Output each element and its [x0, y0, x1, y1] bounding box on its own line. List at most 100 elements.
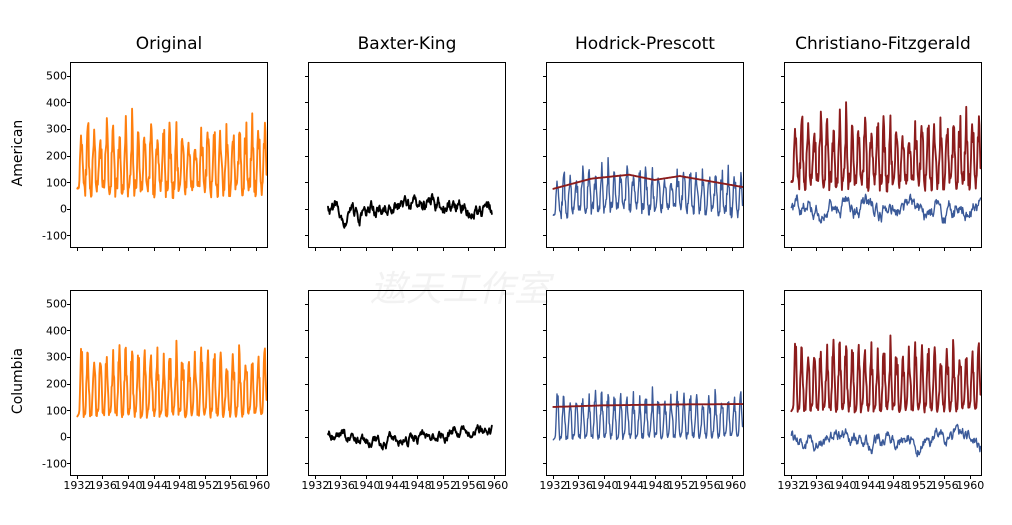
ytick-label: 200 [46, 378, 71, 391]
xtick-mark [893, 247, 894, 251]
xtick-label: 1948 [880, 475, 908, 492]
xtick-mark [443, 247, 444, 251]
ytick-label: 500 [46, 298, 71, 311]
column-title: Hodrick-Prescott [545, 34, 745, 54]
xtick-mark [315, 247, 316, 251]
xtick-mark [681, 247, 682, 251]
xtick-label: 1940 [114, 475, 142, 492]
row-label: American [10, 103, 26, 203]
xtick-label: 1940 [352, 475, 380, 492]
column-title: Baxter-King [307, 34, 507, 54]
xtick-label: 1932 [777, 475, 805, 492]
xtick-mark [630, 247, 631, 251]
panel-r0-c2 [546, 62, 744, 248]
plot-svg [309, 63, 505, 247]
xtick-mark [604, 247, 605, 251]
xtick-mark [417, 247, 418, 251]
xtick-mark [791, 247, 792, 251]
xtick-label: 1936 [565, 475, 593, 492]
xtick-label: 1952 [429, 475, 457, 492]
xtick-label: 1944 [140, 475, 168, 492]
xtick-label: 1960 [718, 475, 746, 492]
xtick-label: 1960 [480, 475, 508, 492]
xtick-mark [230, 247, 231, 251]
panel-r0-c3 [784, 62, 982, 248]
ytick-label: 500 [46, 70, 71, 83]
plot-svg [309, 291, 505, 475]
ytick-label: 0 [60, 431, 71, 444]
xtick-mark [655, 247, 656, 251]
ytick-label: 100 [46, 404, 71, 417]
plot-svg [547, 291, 743, 475]
xtick-label: 1948 [404, 475, 432, 492]
panel-r0-c1 [308, 62, 506, 248]
xtick-label: 1960 [242, 475, 270, 492]
figure-root: 遨天工作室 -1000100200300400500-1000100200300… [0, 0, 1012, 525]
ytick-label: -100 [42, 457, 71, 470]
panel-r0-c0: -1000100200300400500 [70, 62, 268, 248]
panel-r1-c1: 19321936194019441948195219561960 [308, 290, 506, 476]
column-title: Christiano-Fitzgerald [783, 34, 983, 54]
ytick-label: 100 [46, 176, 71, 189]
xtick-label: 1936 [89, 475, 117, 492]
plot-svg [785, 63, 981, 247]
xtick-label: 1960 [956, 475, 984, 492]
plot-svg [785, 291, 981, 475]
plot-svg [71, 291, 267, 475]
xtick-mark [205, 247, 206, 251]
panel-r1-c0: -100010020030040050019321936194019441948… [70, 290, 268, 476]
xtick-mark [128, 247, 129, 251]
xtick-mark [366, 247, 367, 251]
xtick-mark [816, 247, 817, 251]
xtick-label: 1944 [616, 475, 644, 492]
panel-r1-c2: 19321936194019441948195219561960 [546, 290, 744, 476]
xtick-label: 1948 [166, 475, 194, 492]
xtick-mark [842, 247, 843, 251]
xtick-label: 1932 [63, 475, 91, 492]
xtick-label: 1936 [803, 475, 831, 492]
row-label: Columbia [10, 331, 26, 431]
xtick-label: 1952 [191, 475, 219, 492]
column-title: Original [69, 34, 269, 54]
xtick-label: 1932 [301, 475, 329, 492]
xtick-mark [77, 247, 78, 251]
xtick-label: 1936 [327, 475, 355, 492]
xtick-mark [970, 247, 971, 251]
ytick-label: 0 [60, 203, 71, 216]
xtick-mark [732, 247, 733, 251]
ytick-label: 200 [46, 150, 71, 163]
plot-svg [71, 63, 267, 247]
xtick-mark [919, 247, 920, 251]
xtick-mark [553, 247, 554, 251]
xtick-mark [578, 247, 579, 251]
plot-svg [547, 63, 743, 247]
xtick-mark [392, 247, 393, 251]
xtick-label: 1932 [539, 475, 567, 492]
xtick-mark [706, 247, 707, 251]
xtick-label: 1952 [667, 475, 695, 492]
xtick-label: 1940 [828, 475, 856, 492]
xtick-mark [179, 247, 180, 251]
xtick-mark [868, 247, 869, 251]
xtick-label: 1956 [455, 475, 483, 492]
ytick-label: 300 [46, 351, 71, 364]
xtick-label: 1956 [931, 475, 959, 492]
xtick-label: 1948 [642, 475, 670, 492]
xtick-mark [468, 247, 469, 251]
xtick-label: 1940 [590, 475, 618, 492]
ytick-label: -100 [42, 229, 71, 242]
xtick-label: 1952 [905, 475, 933, 492]
xtick-label: 1944 [854, 475, 882, 492]
xtick-mark [154, 247, 155, 251]
panel-r1-c3: 19321936194019441948195219561960 [784, 290, 982, 476]
xtick-label: 1956 [217, 475, 245, 492]
xtick-mark [944, 247, 945, 251]
ytick-label: 300 [46, 123, 71, 136]
ytick-label: 400 [46, 96, 71, 109]
xtick-mark [340, 247, 341, 251]
ytick-label: 400 [46, 324, 71, 337]
xtick-mark [494, 247, 495, 251]
xtick-label: 1944 [378, 475, 406, 492]
xtick-label: 1956 [693, 475, 721, 492]
xtick-mark [256, 247, 257, 251]
